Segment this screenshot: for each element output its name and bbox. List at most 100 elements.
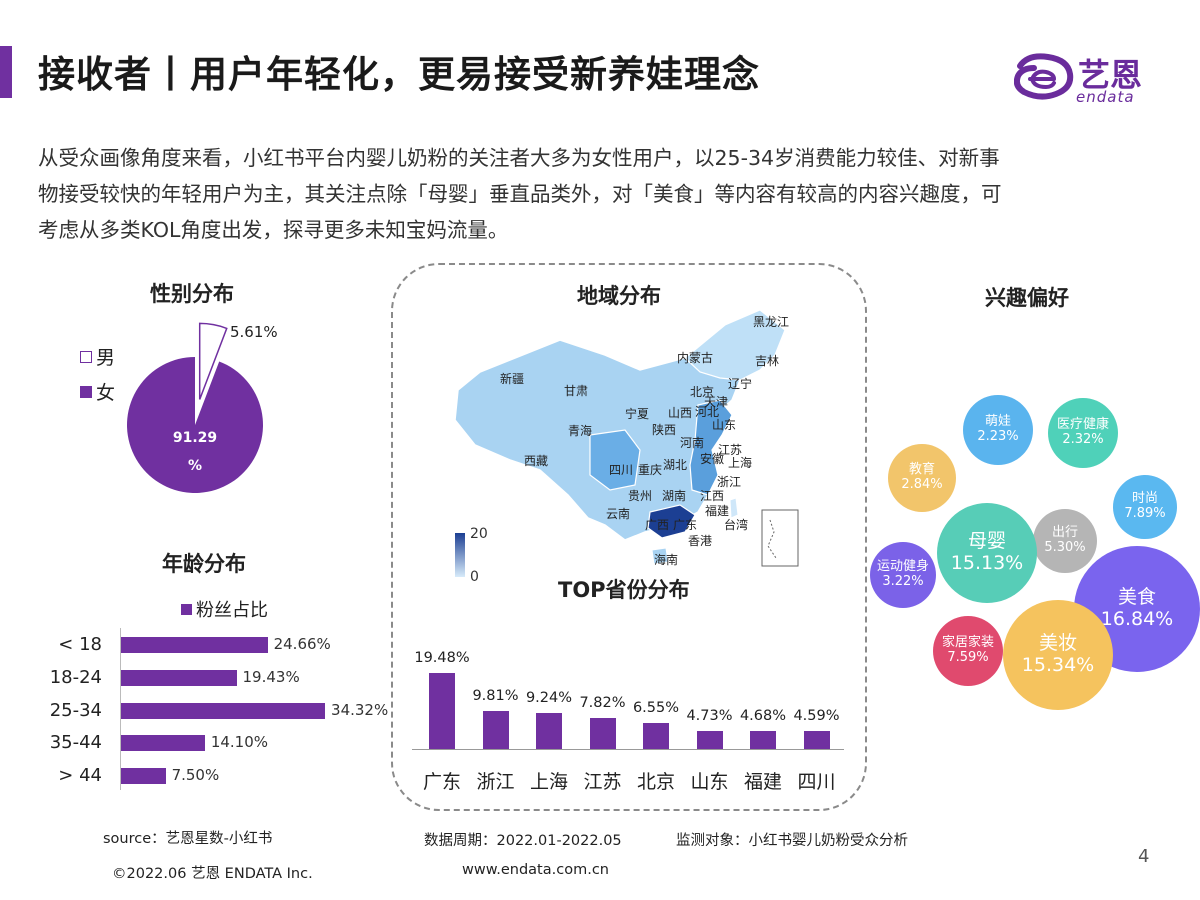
map-region-label: 海南 — [654, 553, 679, 567]
age-bar-value: 7.50% — [171, 766, 220, 785]
province-bar — [643, 723, 669, 749]
footer-website[interactable]: www.endata.com.cn — [462, 862, 609, 878]
top-province-bar-chart: 19.48% 广东 9.81% 浙江 9.24% 上海 7.82% 江苏 6.55% 北京 4.73… — [412, 640, 844, 800]
map-region-label: 内蒙古 — [677, 351, 714, 365]
province-category-label: 福建 — [743, 771, 782, 793]
map-sichuan — [589, 429, 641, 491]
map-region-label: 安徽 — [700, 452, 725, 466]
province-bar — [589, 718, 616, 749]
page-number: 4 — [1138, 846, 1150, 867]
page-title: 接收者丨用户年轻化，更易接受新养娃理念 — [38, 53, 760, 96]
province-category-label: 山东 — [690, 771, 729, 793]
map-region-label: 江苏 — [718, 443, 743, 457]
age-bar-row: 18-24 19.43% — [30, 667, 410, 693]
age-bar — [121, 768, 166, 785]
interest-bubble-label: 家居家装 — [941, 635, 994, 651]
region-section-title: 地域分布 — [577, 284, 661, 308]
footer-object: 监测对象：小红书婴儿奶粉受众分析 — [676, 833, 908, 849]
map-region-label: 黑龙江 — [753, 315, 790, 329]
province-bar — [750, 730, 776, 749]
age-bar-row: 25-34 34.32% — [30, 700, 410, 726]
title-accent-bar — [0, 46, 12, 98]
interest-bubble-value: 7.89% — [1124, 506, 1166, 521]
map-region-label: 吉林 — [755, 354, 780, 368]
map-northeast — [684, 309, 786, 381]
province-bar-value: 4.68% — [739, 707, 787, 724]
age-bar — [121, 637, 268, 653]
age-legend: 粉丝占比 — [181, 596, 268, 622]
region-panel — [391, 263, 867, 811]
map-east — [689, 399, 733, 496]
age-bar — [121, 735, 205, 752]
map-guangdong — [647, 504, 696, 539]
province-category-label: 浙江 — [476, 771, 515, 793]
footer-copyright: ©2022.06 艺恩 ENDATA Inc. — [112, 866, 313, 882]
interest-bubble: 美妆 15.34% — [1003, 600, 1113, 710]
interest-bubble-label: 教育 — [908, 462, 935, 478]
interest-bubble-value: 7.59% — [947, 650, 989, 665]
china-heat-map — [454, 309, 799, 567]
province-bar-value: 6.55% — [632, 700, 680, 717]
map-hainan — [651, 547, 669, 565]
province-bar-value: 9.24% — [525, 689, 573, 706]
pie-slice-female — [127, 357, 263, 493]
map-region-label: 辽宁 — [728, 377, 753, 391]
age-bar-value: 14.10% — [210, 733, 269, 752]
interest-bubble-label: 母婴 — [967, 530, 1006, 553]
interest-bubble-label: 美妆 — [1038, 632, 1077, 655]
province-bar — [803, 731, 830, 749]
province-bar-value: 7.82% — [579, 695, 626, 712]
map-region-label: 福建 — [705, 504, 730, 518]
logo-english-text: endata — [1076, 88, 1135, 106]
legend-female: 女 — [80, 378, 115, 405]
intro-line: 从受众画像角度来看，小红书平台内婴儿奶粉的关注者大多为女性用户，以25-34岁消… — [38, 146, 1000, 170]
age-section-title: 年龄分布 — [162, 552, 246, 576]
province-category-label: 广东 — [422, 771, 461, 793]
age-category-label: 18-24 — [49, 666, 102, 688]
map-region-label: 宁夏 — [625, 407, 650, 421]
pie-label-female-cont: % — [188, 458, 202, 474]
map-region-label: 浙江 — [717, 475, 742, 489]
map-region-label: 重庆 — [638, 463, 663, 477]
map-scale-bar — [455, 533, 465, 577]
map-taiwan — [729, 497, 739, 519]
intro-line: 考虑从多类KOL角度出发，探寻更多未知宝妈流量。 — [38, 218, 509, 242]
province-bar — [536, 712, 562, 749]
province-bar-value: 19.48% — [414, 650, 470, 666]
map-region-label: 新疆 — [500, 372, 525, 386]
age-axis-line — [120, 628, 121, 790]
legend-female-label: 女 — [96, 382, 116, 404]
map-region-label: 广西 — [645, 518, 670, 532]
interest-bubble-value: 15.34% — [1021, 654, 1095, 676]
gender-pie-chart: 5.61% 91.29 % — [127, 322, 278, 493]
map-region-label: 贵州 — [628, 489, 653, 503]
age-legend-swatch — [181, 603, 192, 615]
interest-bubble: 出行 5.30% — [1033, 509, 1097, 573]
map-region-label: 四川 — [609, 463, 634, 477]
interest-bubble: 家居家装 7.59% — [933, 616, 1003, 686]
gender-section-title: 性别分布 — [150, 282, 234, 306]
province-bar — [696, 730, 723, 749]
interest-bubble-value: 2.84% — [901, 477, 943, 492]
interest-bubble-value: 2.23% — [977, 429, 1019, 444]
province-category-label: 四川 — [797, 771, 836, 793]
interest-bubble: 母婴 15.13% — [937, 503, 1037, 603]
province-bar-value: 4.73% — [686, 707, 733, 724]
interest-section-title: 兴趣偏好 — [985, 286, 1069, 310]
province-axis-line — [412, 749, 844, 750]
province-bar-value: 4.59% — [793, 708, 840, 725]
map-region-label: 上海 — [728, 456, 753, 470]
province-category-label: 上海 — [529, 771, 568, 793]
map-region-label: 香港 — [688, 534, 713, 548]
interest-bubble: 运动健身 3.22% — [870, 542, 936, 608]
age-category-label: 25-34 — [49, 699, 102, 721]
map-region-label: 台湾 — [724, 518, 749, 532]
map-region-label: 山东 — [712, 418, 737, 432]
map-region-label: 湖南 — [662, 489, 687, 503]
age-bar-row: > 44 7.50% — [30, 765, 410, 791]
interest-bubble: 教育 2.84% — [888, 444, 956, 512]
legend-male-label: 男 — [96, 347, 116, 369]
footer-period: 数据周期：2022.01-2022.05 — [424, 833, 622, 849]
map-region-label: 江西 — [700, 489, 725, 503]
age-category-label: 35-44 — [49, 732, 102, 754]
